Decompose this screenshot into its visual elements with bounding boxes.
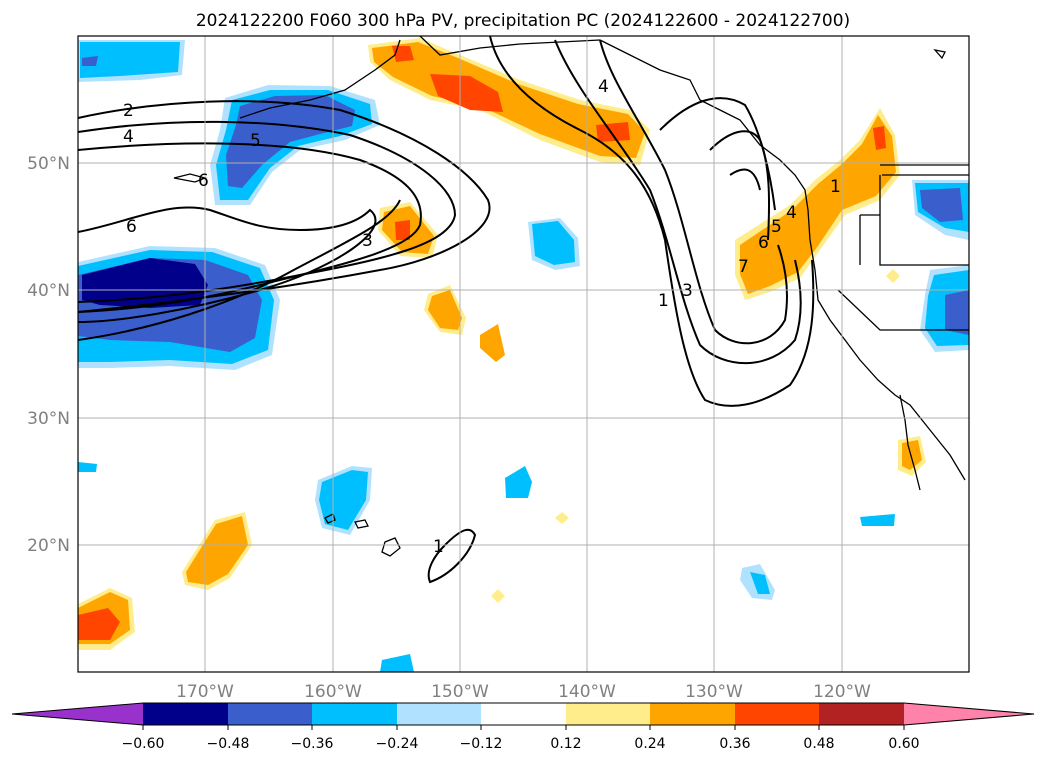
colorbar-tick-label: 0.60 xyxy=(888,736,919,752)
lat-label: 50°N xyxy=(27,154,70,174)
contour-label: 3 xyxy=(682,281,693,301)
colorbar-tick-label: 0.12 xyxy=(550,736,581,752)
contour-label: 4 xyxy=(598,77,609,97)
contour-label: 2 xyxy=(123,101,134,121)
colorbar-swatch xyxy=(904,703,1034,725)
contour-label: 6 xyxy=(198,171,209,191)
longitude-labels: 170°W 160°W 150°W 140°W 130°W 120°W xyxy=(176,682,871,702)
contour-label: 4 xyxy=(123,127,134,147)
colorbar-swatch xyxy=(12,703,143,725)
contour-label: 3 xyxy=(362,231,373,251)
lon-label: 160°W xyxy=(304,682,362,702)
colorbar-tick-label: −0.12 xyxy=(460,736,503,752)
contour-label: 4 xyxy=(786,203,797,223)
colorbar-swatch xyxy=(397,703,481,725)
lat-label: 30°N xyxy=(27,409,70,429)
map-frame xyxy=(77,35,970,673)
colorbar-tick-label: −0.60 xyxy=(122,736,165,752)
coastlines xyxy=(173,36,969,557)
colorbar-ticks xyxy=(142,725,905,730)
colorbar-swatch xyxy=(312,703,397,725)
pv-contours xyxy=(78,36,815,584)
contour-label: 1 xyxy=(658,291,669,311)
colorbar-swatch xyxy=(735,703,819,725)
lon-label: 130°W xyxy=(685,682,743,702)
colorbar-swatch xyxy=(228,703,312,725)
colorbar-swatch xyxy=(650,703,735,725)
colorbar-tick-label: −0.48 xyxy=(207,736,250,752)
contour-label: 5 xyxy=(250,131,261,151)
map-panel: 2 4 5 6 6 3 4 1 3 7 6 5 4 1 1 xyxy=(78,36,969,672)
colorbar-swatch xyxy=(143,703,228,725)
contour-labels: 2 4 5 6 6 3 4 1 3 7 6 5 4 1 1 xyxy=(123,77,841,557)
colorbar-tick-label: 0.24 xyxy=(634,736,665,752)
colorbar-tick-label: 0.36 xyxy=(719,736,750,752)
contour-label: 5 xyxy=(771,217,782,237)
lon-label: 140°W xyxy=(558,682,616,702)
graticule xyxy=(78,36,969,672)
contour-label: 1 xyxy=(433,537,444,557)
colorbar-swatch xyxy=(566,703,650,725)
lat-label: 40°N xyxy=(27,281,70,301)
colorbar-swatch xyxy=(481,703,566,725)
contour-label: 1 xyxy=(830,177,841,197)
colorbar-tick-label: 0.48 xyxy=(803,736,834,752)
lon-label: 170°W xyxy=(176,682,234,702)
lon-label: 150°W xyxy=(431,682,489,702)
map-title: 2024122200 F060 300 hPa PV, precipitatio… xyxy=(196,11,850,31)
colorbar-tick-label: −0.36 xyxy=(291,736,334,752)
contour-label: 6 xyxy=(126,217,137,237)
latitude-labels: 50°N 40°N 30°N 20°N xyxy=(27,154,70,556)
colorbar-tick-label: −0.24 xyxy=(376,736,419,752)
contour-label: 6 xyxy=(758,233,769,253)
colorbar: −0.60 −0.48 −0.36 −0.24 −0.12 0.12 0.24 … xyxy=(11,702,1035,752)
lat-label: 20°N xyxy=(27,536,70,556)
colorbar-swatch xyxy=(819,703,904,725)
contour-label: 7 xyxy=(738,257,749,277)
lon-label: 120°W xyxy=(813,682,871,702)
